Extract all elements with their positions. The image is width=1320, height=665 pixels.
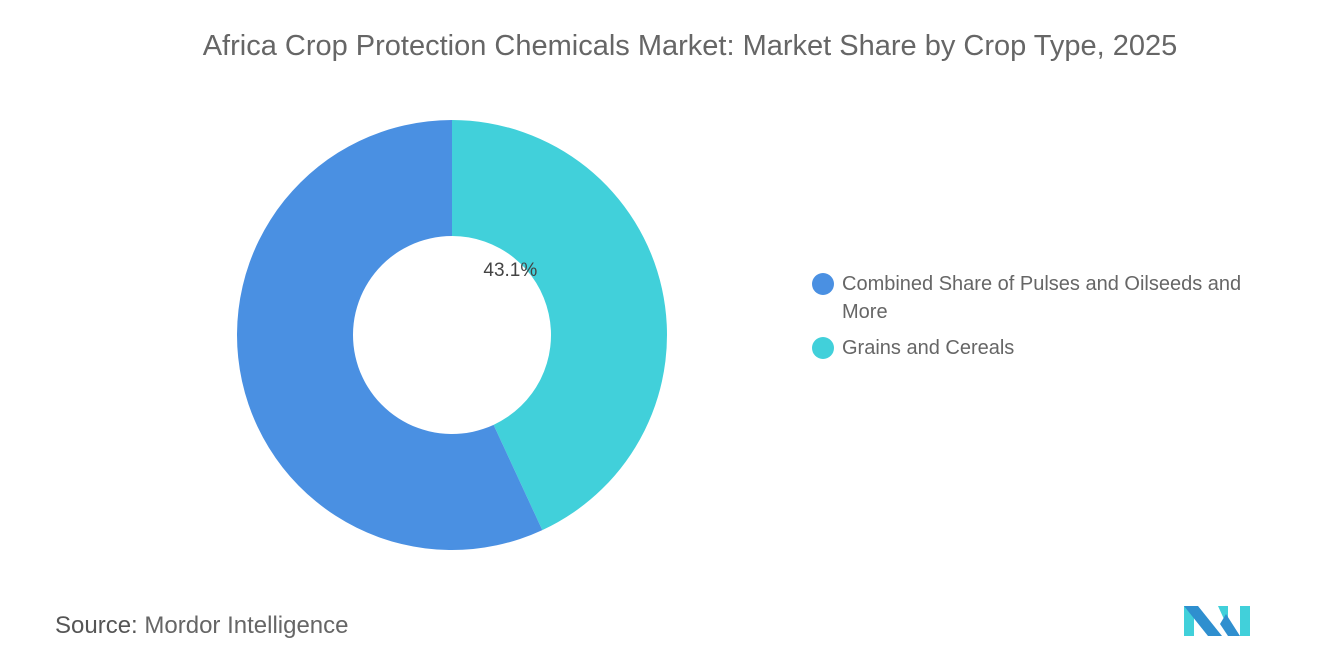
data-label: 43.1% <box>483 260 537 281</box>
chart-title: Africa Crop Protection Chemicals Market:… <box>202 30 1178 62</box>
legend-label: Grains and Cereals <box>842 337 1015 359</box>
legend-swatch <box>812 273 834 295</box>
legend-label: Combined Share of Pulses and Oilseeds an… <box>842 273 1242 323</box>
donut-slice[interactable] <box>452 120 667 531</box>
legend: Combined Share of Pulses and Oilseeds an… <box>812 270 1292 370</box>
source-value: Mordor Intelligence <box>144 612 349 639</box>
donut-slice[interactable] <box>236 120 543 550</box>
legend-swatch <box>812 337 834 359</box>
source-note: Source: Mordor Intelligence <box>55 612 349 640</box>
legend-item[interactable]: Grains and Cereals <box>812 334 1292 362</box>
source-label: Source: <box>55 612 138 639</box>
mordor-logo <box>1184 606 1250 636</box>
legend-item[interactable]: Combined Share of Pulses and Oilseeds an… <box>812 270 1292 326</box>
